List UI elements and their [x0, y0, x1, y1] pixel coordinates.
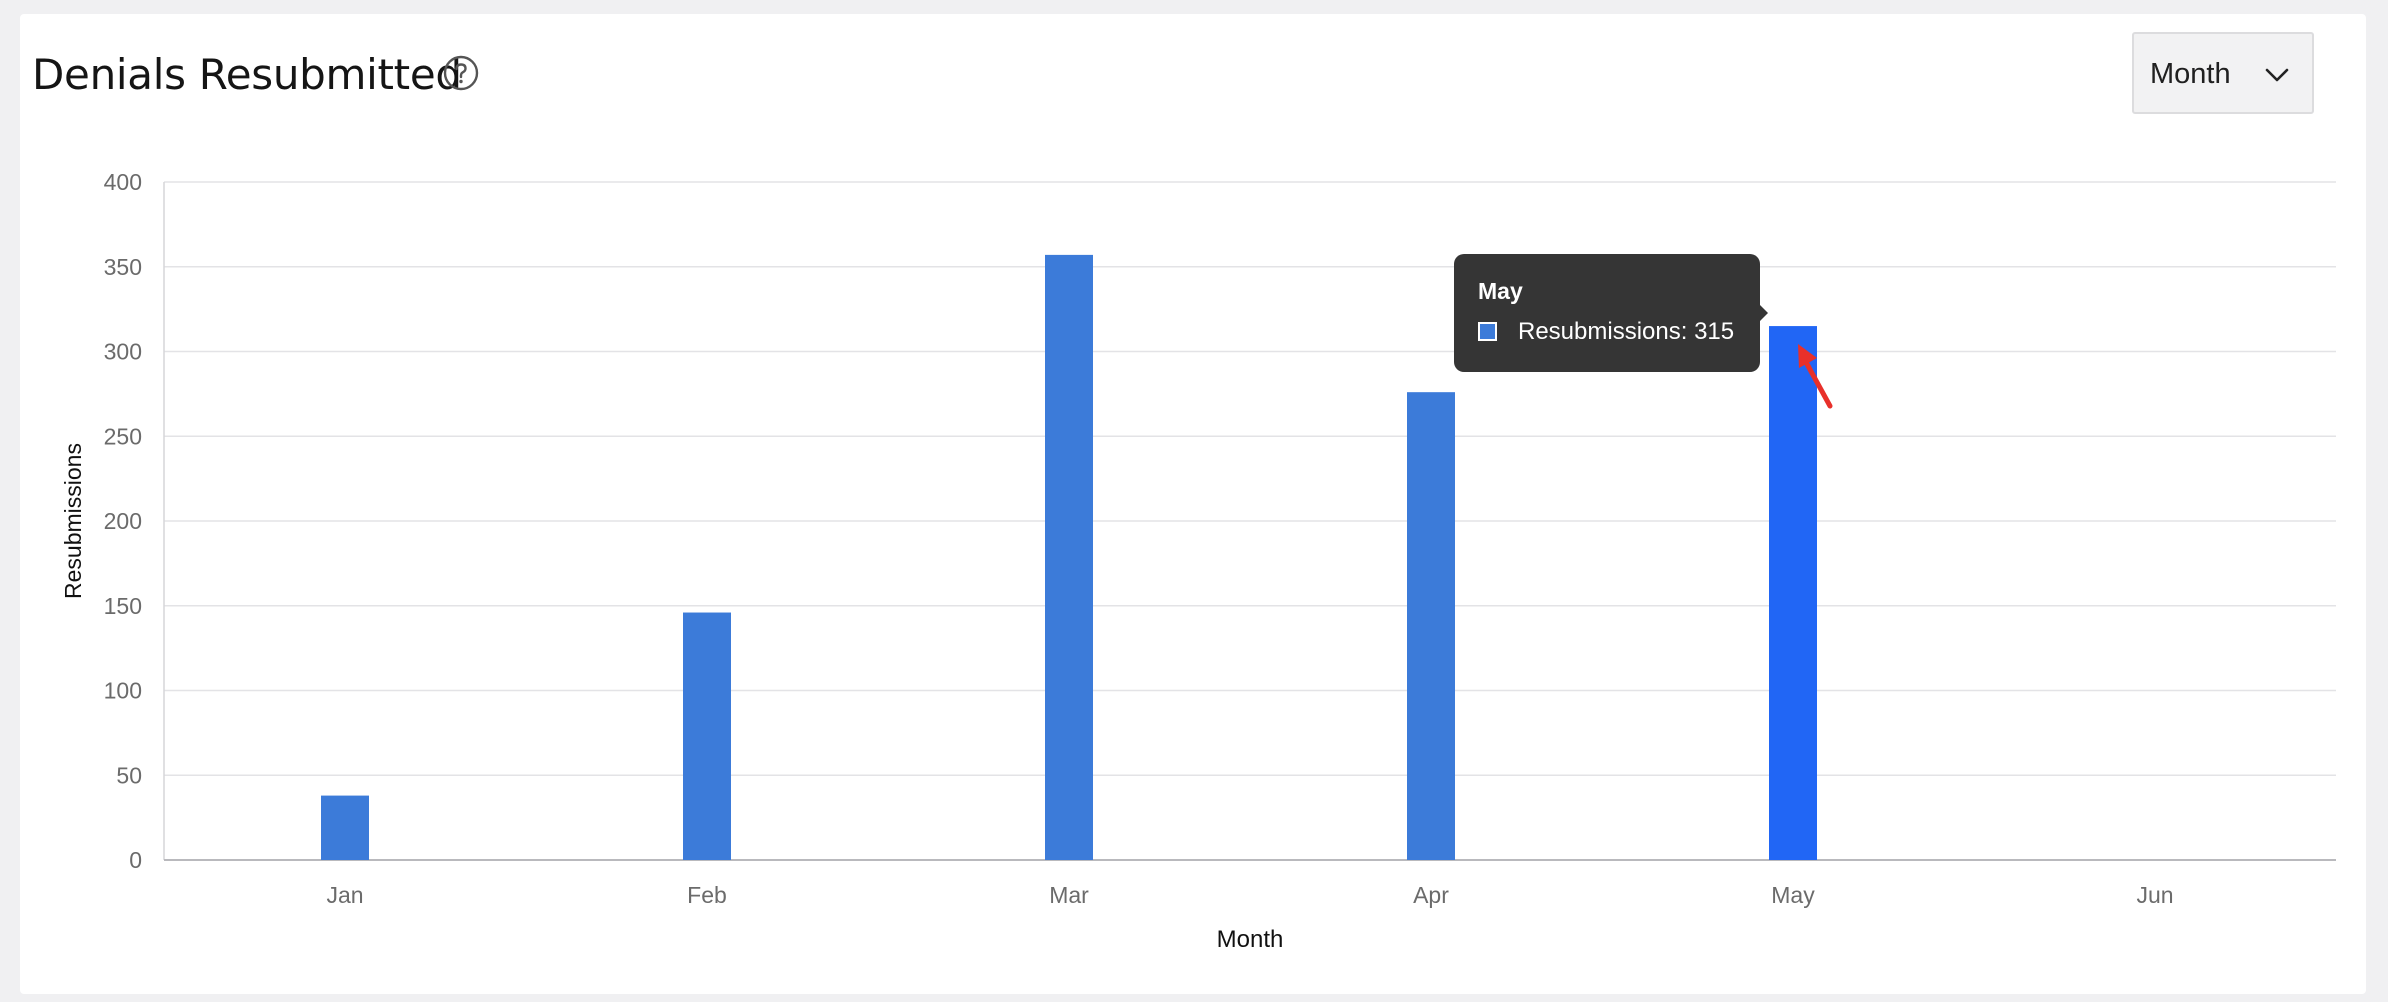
x-tick-label: May [1771, 882, 1815, 908]
y-tick-label: 400 [104, 169, 142, 195]
tooltip-title: May [1478, 278, 1523, 304]
question-circle-icon[interactable] [443, 55, 479, 91]
x-tick-label: Apr [1413, 882, 1449, 908]
tooltip-caret [1759, 304, 1768, 322]
bar-mar [1045, 254, 1093, 860]
y-tick-label: 350 [104, 254, 142, 280]
bar-apr [1407, 392, 1455, 860]
y-tick-label: 300 [104, 339, 142, 365]
bar-feb [683, 612, 731, 860]
x-tick-label: Feb [687, 882, 727, 908]
chart-tooltip: May Resubmissions: 315 [1454, 254, 1768, 372]
y-tick-label: 50 [116, 762, 142, 788]
annotation-arrow-head [1798, 344, 1817, 368]
x-tick-label: Jun [2136, 882, 2173, 908]
y-tick-label: 0 [129, 847, 142, 873]
y-tick-label: 200 [104, 508, 142, 534]
bar-may [1769, 326, 1817, 860]
page-title: Denials Resubmitted [32, 50, 462, 99]
y-tick-label: 150 [104, 593, 142, 619]
x-tick-label: Mar [1049, 882, 1089, 908]
period-dropdown-value: Month [2150, 58, 2231, 90]
bar-jan [321, 795, 369, 860]
annotation-arrow-shaft [1804, 361, 1833, 409]
y-tick-label: 250 [104, 423, 142, 449]
chart-card [20, 14, 2366, 994]
period-dropdown[interactable]: Month [2132, 32, 2314, 114]
x-tick-label: Jan [326, 882, 363, 908]
tooltip-value: Resubmissions: 315 [1518, 318, 1735, 345]
y-tick-label: 100 [104, 678, 142, 704]
chevron-down-icon [2265, 68, 2289, 82]
tooltip-series-swatch [1478, 322, 1497, 341]
x-axis-title: Month [1217, 926, 1284, 953]
y-axis-title: Resubmissions [60, 443, 86, 599]
